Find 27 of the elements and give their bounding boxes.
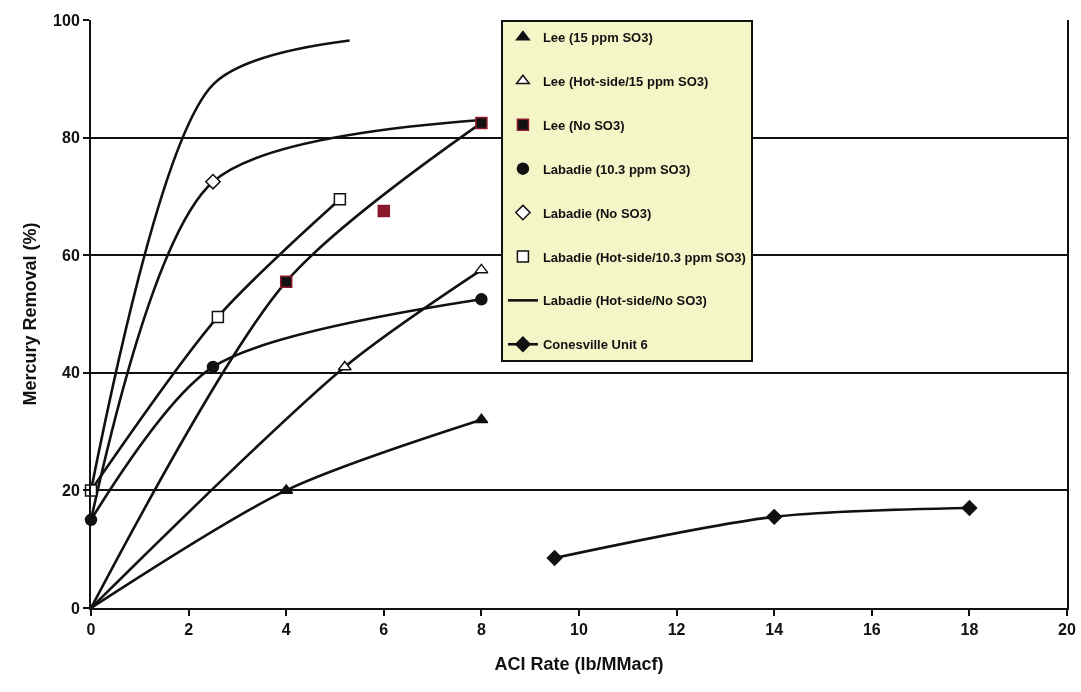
y-tick-label: 20 bbox=[62, 482, 80, 499]
y-tick-label: 40 bbox=[62, 364, 80, 382]
legend-label: Lee (Hot-side/15 ppm SO3) bbox=[542, 73, 709, 89]
legend-label: Conesville Unit 6 bbox=[542, 337, 648, 353]
y-tick-label: 60 bbox=[62, 246, 80, 264]
x-tick-label: 8 bbox=[476, 621, 486, 639]
legend-label: Lee (15 ppm SO3) bbox=[542, 30, 653, 46]
x-tick-label: 20 bbox=[1058, 621, 1076, 639]
x-tick-label: 4 bbox=[281, 621, 291, 639]
y-axis-title: Mercury Removal (%) bbox=[19, 222, 40, 406]
x-tick-label: 18 bbox=[960, 621, 979, 639]
x-tick-label: 0 bbox=[86, 621, 96, 639]
x-tick-label: 10 bbox=[570, 621, 588, 639]
x-tick-label: 6 bbox=[379, 621, 389, 639]
y-tick-label: 80 bbox=[62, 129, 80, 147]
x-axis-title: ACI Rate (lb/MMacf) bbox=[494, 653, 664, 674]
legend-label: Lee (No SO3) bbox=[542, 117, 625, 133]
x-tick-label: 2 bbox=[184, 621, 194, 639]
y-tick-label: 0 bbox=[70, 599, 80, 617]
x-tick-label: 14 bbox=[765, 621, 784, 639]
legend-label: Labadie (Hot-side/No SO3) bbox=[542, 293, 707, 309]
legend-label: Labadie (Hot-side/10.3 ppm SO3) bbox=[542, 249, 746, 265]
legend-label: Labadie (No SO3) bbox=[542, 205, 652, 221]
x-tick-label: 16 bbox=[862, 621, 881, 639]
x-tick-label: 12 bbox=[667, 621, 686, 639]
y-tick-label: 100 bbox=[53, 11, 80, 29]
legend-label: Labadie (10.3 ppm SO3) bbox=[542, 161, 691, 177]
